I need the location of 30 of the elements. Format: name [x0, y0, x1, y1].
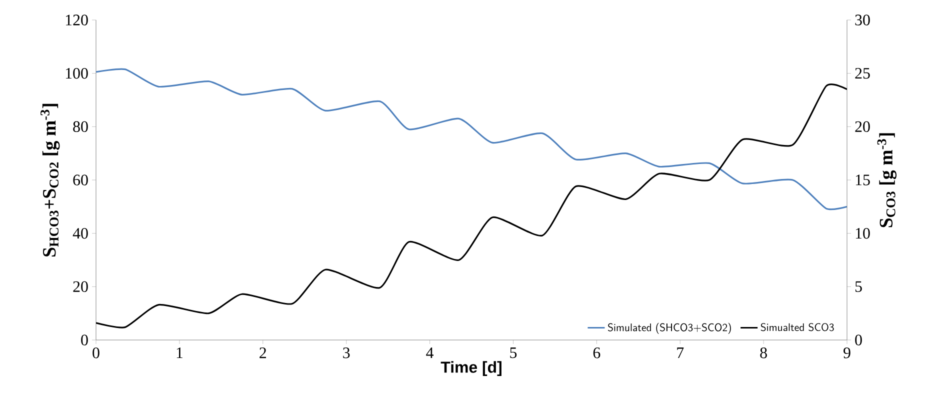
x-tick-label: 4: [426, 348, 434, 358]
y-tick-label: 120: [66, 14, 88, 26]
x-tick-label: 1: [176, 348, 182, 358]
y2-tick-label: 30: [855, 14, 870, 26]
y2-axis-title: S$_{CO3}$ [g m$^{-3}$]: [877, 133, 896, 228]
legend-label: Simulated (SHCO3+SCO2): [608, 322, 731, 334]
x-axis-title: Time [d]: [440, 361, 502, 376]
x-tick-label: 3: [343, 348, 350, 358]
y-tick-label: 0: [81, 334, 88, 346]
y-axis-title: S$_{HCO3}$+S$_{CO2}$ [g m$^{-3}$]: [40, 104, 60, 256]
y-tick-label: 80: [73, 121, 88, 132]
y2-tick-label: 20: [855, 121, 870, 132]
x-tick-label: 5: [510, 348, 517, 358]
x-tick-label: 8: [760, 348, 767, 358]
legend-label: Simualted SCO3: [760, 323, 834, 332]
line-series: [96, 68, 848, 210]
x-tick-label: 6: [593, 348, 600, 358]
x-tick-label: 9: [844, 348, 850, 358]
y2-tick-label: 15: [856, 174, 870, 186]
y-tick-label: 20: [73, 281, 88, 292]
y-tick-label: 100: [66, 68, 88, 79]
y-tick-label: 40: [72, 228, 88, 239]
y2-tick-label: 0: [855, 334, 862, 346]
y2-tick-label: 5: [855, 281, 862, 292]
y2-tick-label: 10: [856, 228, 870, 239]
y-tick-label: 60: [73, 174, 88, 186]
x-tick-label: 7: [677, 348, 684, 358]
x-tick-label: 2: [260, 348, 266, 358]
x-tick-label: 0: [92, 348, 100, 358]
y2-tick-label: 25: [855, 68, 870, 79]
